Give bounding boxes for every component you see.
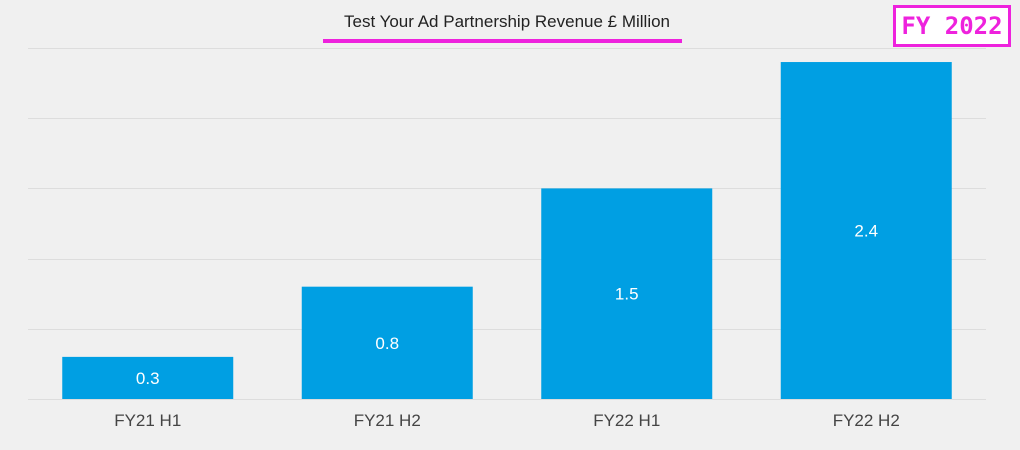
bar-fy21-h1: [62, 356, 234, 399]
bar-fy22-h2: [780, 62, 952, 399]
gridlines: [28, 48, 986, 400]
data-labels: 0.3 0.8 1.5 2.4: [136, 222, 878, 388]
x-tick-label: FY21 H2: [354, 411, 421, 430]
data-label: 2.4: [854, 222, 878, 241]
data-label: 0.3: [136, 369, 160, 388]
bar-fy21-h2: [301, 286, 473, 399]
x-tick-label: FY22 H2: [833, 411, 900, 430]
title-underline: [323, 39, 682, 43]
data-label: 1.5: [615, 285, 639, 304]
bar-fy22-h1: [541, 188, 713, 399]
bars: [62, 62, 952, 399]
fiscal-year-badge: FY 2022: [893, 5, 1011, 47]
chart-title: Test Your Ad Partnership Revenue £ Milli…: [344, 12, 670, 31]
x-tick-label: FY21 H1: [114, 411, 181, 430]
data-label: 0.8: [375, 334, 399, 353]
x-tick-label: FY22 H1: [593, 411, 660, 430]
x-axis-ticks: FY21 H1 FY21 H2 FY22 H1 FY22 H2: [114, 411, 900, 430]
